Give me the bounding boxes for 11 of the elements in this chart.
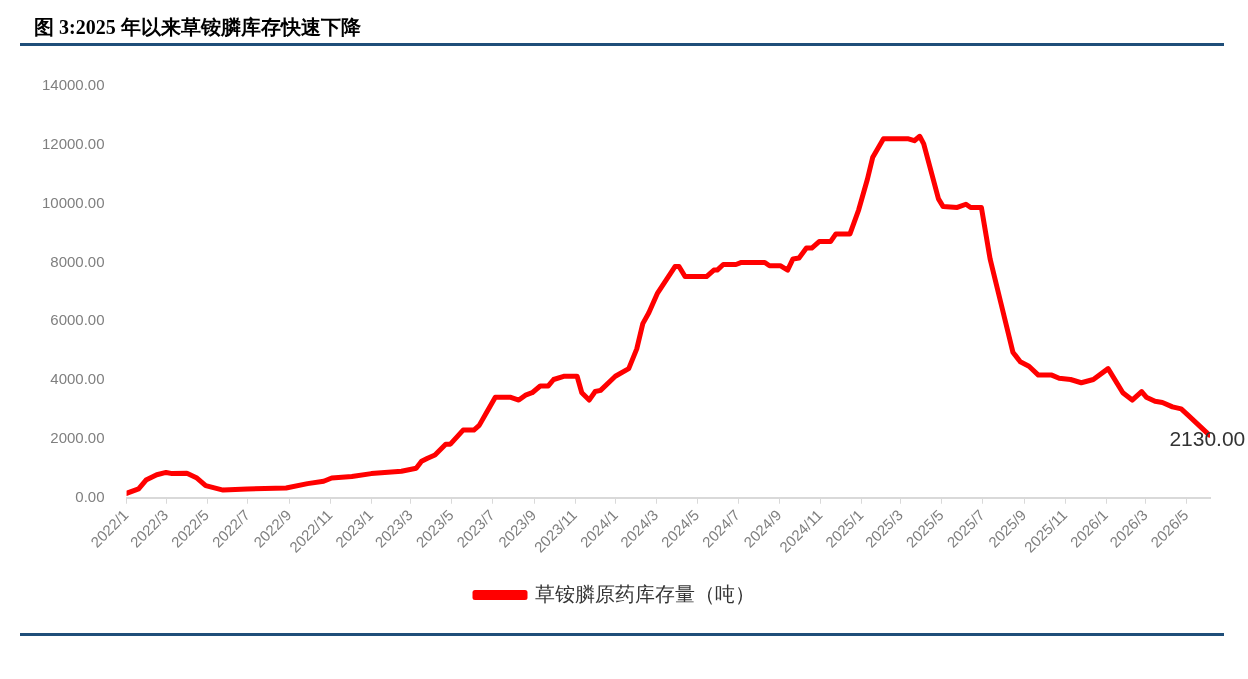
y-tick-label: 0.00 [75, 487, 105, 505]
y-tick-label: 14000.00 [41, 76, 105, 94]
y-tick-label: 6000.00 [50, 311, 105, 329]
y-tick-label: 10000.00 [41, 193, 105, 211]
y-tick-label: 4000.00 [50, 370, 105, 388]
chart-title: 图 3:2025 年以来草铵膦库存快速下降 [20, 8, 1224, 46]
legend-label: 草铵膦原药库存量（吨） [535, 582, 755, 605]
y-tick-label: 2000.00 [50, 429, 105, 447]
data-label: 2130.00 [1169, 426, 1246, 450]
y-tick-label: 12000.00 [41, 134, 105, 152]
y-tick-label: 8000.00 [50, 252, 105, 270]
